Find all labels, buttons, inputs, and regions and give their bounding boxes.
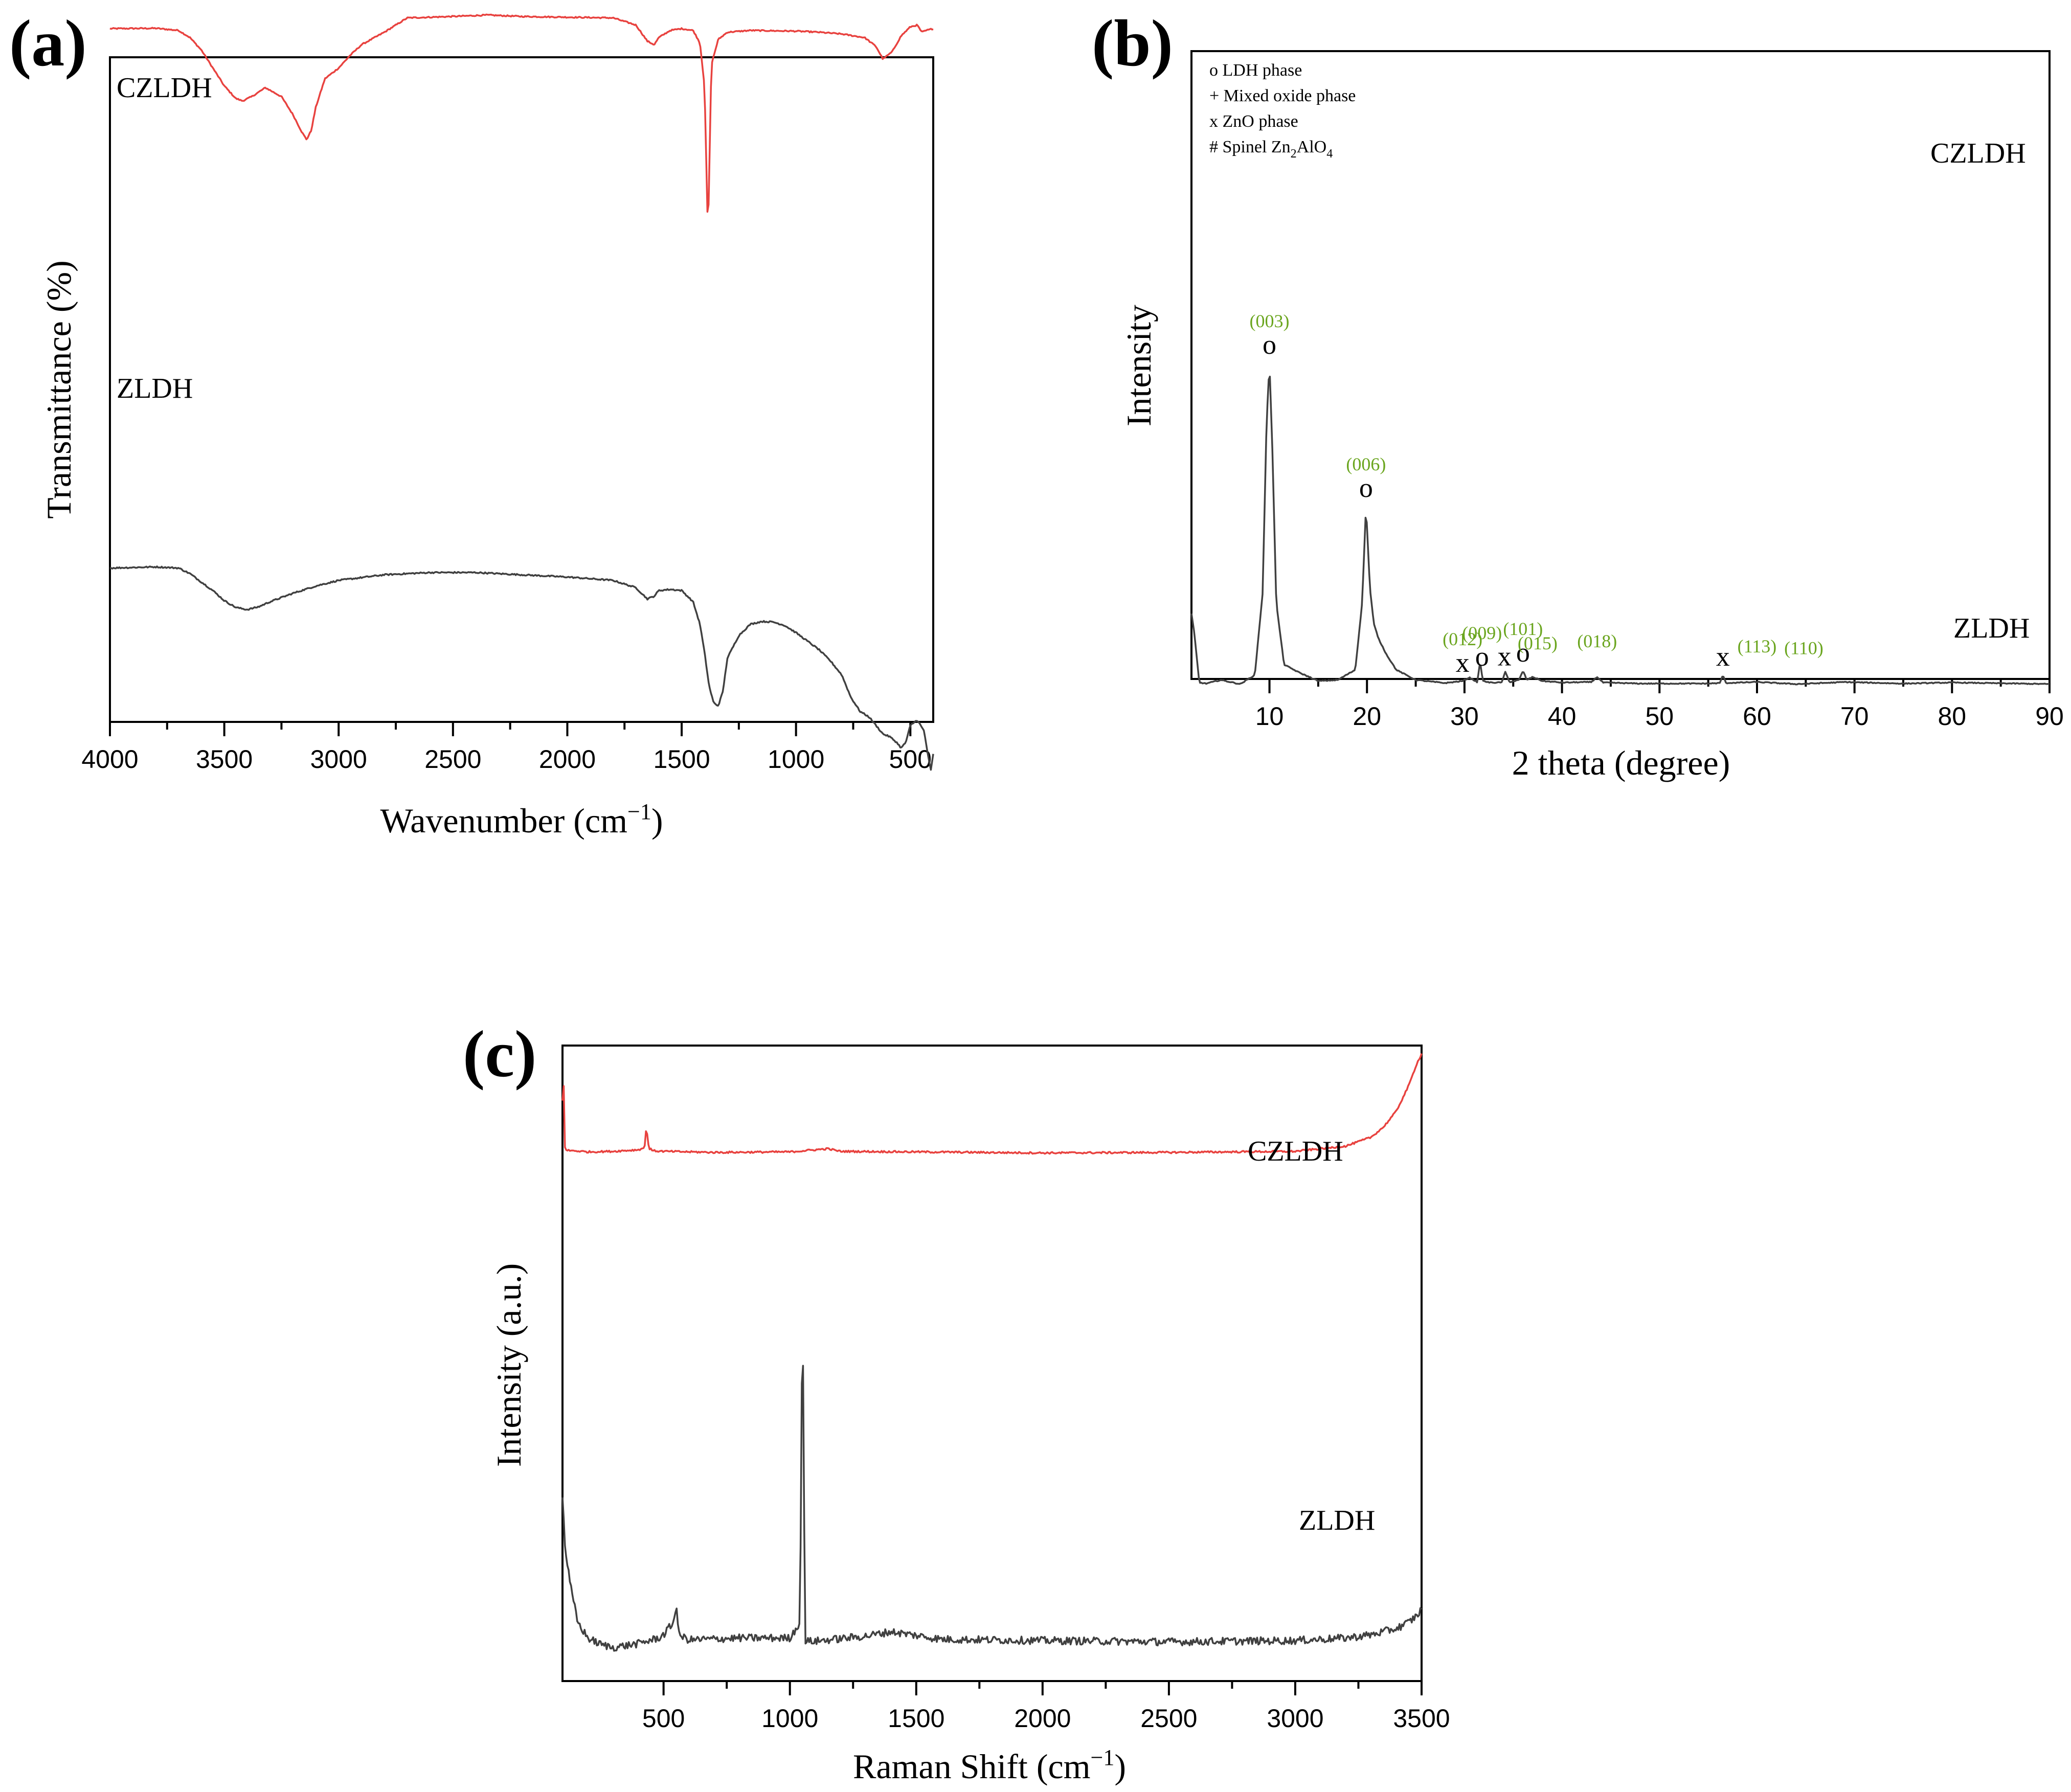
peak-hkl-label: (015) (1518, 633, 1558, 653)
peak-hkl-label: (101) (1503, 619, 1543, 639)
peak-hkl-label: (003) (1250, 311, 1290, 331)
panel-b-x-axis-label: 2 theta (degree) (1512, 743, 1730, 782)
panel-b-tick-label: 80 (1938, 702, 1967, 731)
peak-marker: x (1456, 647, 1470, 678)
panel-c-frame (561, 1045, 1423, 1682)
peak-marker: x (1716, 641, 1730, 672)
legend-zno-phase: x ZnO phase (1209, 112, 1298, 131)
peak-marker: x (1498, 641, 1512, 671)
panel-c-tick-label: 3500 (1393, 1704, 1450, 1733)
legend-mixed-oxide-phase: + Mixed oxide phase (1209, 86, 1356, 105)
panel-c-tick-label: 3000 (1267, 1704, 1323, 1733)
panel-c-tick-label: 2500 (1140, 1704, 1197, 1733)
panel-c-tag: (c) (463, 1017, 536, 1091)
panel-a-tick-label: 500 (889, 745, 932, 774)
panel-b-x-ticks: 10 20 30 40 50 60 70 80 90 (1255, 679, 2064, 731)
panel-b-frame (1190, 50, 2051, 680)
peak-marker: o (1516, 637, 1530, 668)
peak-hkl-label: (113) (1738, 636, 1777, 656)
panel-b-tick-label: 50 (1645, 702, 1674, 731)
panel-a-tick-label: 1000 (768, 745, 824, 774)
panel-c-tick-label: 500 (642, 1704, 685, 1733)
panel-a-series-zldh (109, 565, 934, 771)
panel-b-label-czldh: CZLDH (1930, 138, 2026, 169)
panel-a-x-ticks: 4000 3500 3000 2500 2000 1500 1000 500 (81, 722, 932, 774)
peak-marker: o (1475, 641, 1489, 672)
panel-c-tick-label: 1000 (761, 1704, 818, 1733)
peak-hkl-label: (110) (1784, 638, 1824, 658)
panel-a-tick-label: 3000 (310, 745, 367, 774)
panel-a-y-axis-label: Transmittance (%) (39, 260, 78, 518)
panel-b-series-zldh (1190, 375, 2050, 686)
peak-marker: o (1359, 472, 1373, 503)
legend-ldh-phase: o LDH phase (1209, 61, 1302, 80)
panel-b-curves (1190, 375, 2050, 686)
panel-a-tick-label: 1500 (653, 745, 710, 774)
panel-a-frame (109, 56, 934, 723)
panel-a-x-axis-label: Wavenumber (cm−1) (380, 799, 663, 840)
panel-a-curves (109, 13, 934, 771)
panel-c-series-czldh (561, 1053, 1423, 1155)
panel-b-legend: o LDH phase + Mixed oxide phase x ZnO ph… (1209, 61, 1356, 161)
panel-a-ftir: (a) 4000 3500 3000 2500 2000 1500 1000 500 CZLD… (9, 7, 934, 840)
panel-b-peak-markers: +x+xx#xxo(003)o(006)x(012)o(009)xo(101)(… (1250, 311, 1824, 678)
panel-c-label-zldh: ZLDH (1299, 1505, 1375, 1536)
panel-a-tick-label: 4000 (81, 745, 138, 774)
panel-c-x-ticks: 500 1000 1500 2000 2500 3000 3500 (642, 1681, 1450, 1733)
panel-b-y-axis-label: Intensity (1119, 305, 1158, 426)
peak-hkl-label: (006) (1346, 454, 1386, 474)
panel-a-label-zldh: ZLDH (117, 373, 193, 404)
panel-c-tick-label: 1500 (888, 1704, 944, 1733)
panel-b-tick-label: 20 (1353, 702, 1381, 731)
peak-hkl-label: (018) (1577, 631, 1617, 651)
panel-a-tick-label: 2000 (539, 745, 596, 774)
panel-c-label-czldh: CZLDH (1248, 1136, 1343, 1167)
panel-b-tag: (b) (1092, 7, 1173, 80)
panel-c-curves (561, 1053, 1423, 1652)
legend-spinel: # Spinel Zn2AlO4 (1209, 138, 1333, 161)
peak-hkl-label: (009) (1462, 623, 1502, 643)
panel-a-tag: (a) (9, 7, 87, 80)
panel-b-tick-label: 60 (1743, 702, 1771, 731)
panel-c-y-axis-label: Intensity (a.u.) (489, 1263, 528, 1467)
panel-b-tick-label: 30 (1450, 702, 1479, 731)
panel-b-tick-label: 10 (1255, 702, 1284, 731)
panel-c-x-axis-label: Raman Shift (cm−1) (853, 1745, 1126, 1786)
panel-c-raman: (c) 500 1000 1500 2000 2500 3000 3500 CZLDH ZL… (463, 1017, 1450, 1786)
panel-b-label-zldh: ZLDH (1953, 613, 2030, 644)
panel-a-tick-label: 2500 (424, 745, 481, 774)
panel-a-tick-label: 3500 (196, 745, 253, 774)
panel-c-tick-label: 2000 (1014, 1704, 1071, 1733)
panel-b-tick-label: 90 (2035, 702, 2064, 731)
panel-b-tick-label: 70 (1840, 702, 1869, 731)
peak-marker: o (1263, 329, 1276, 360)
panel-a-series-czldh (109, 13, 934, 213)
panel-b-tick-label: 40 (1548, 702, 1577, 731)
panel-c-series-zldh (561, 1365, 1423, 1652)
peak-hkl-label: (012) (1443, 629, 1482, 649)
panel-a-label-czldh: CZLDH (117, 72, 212, 104)
